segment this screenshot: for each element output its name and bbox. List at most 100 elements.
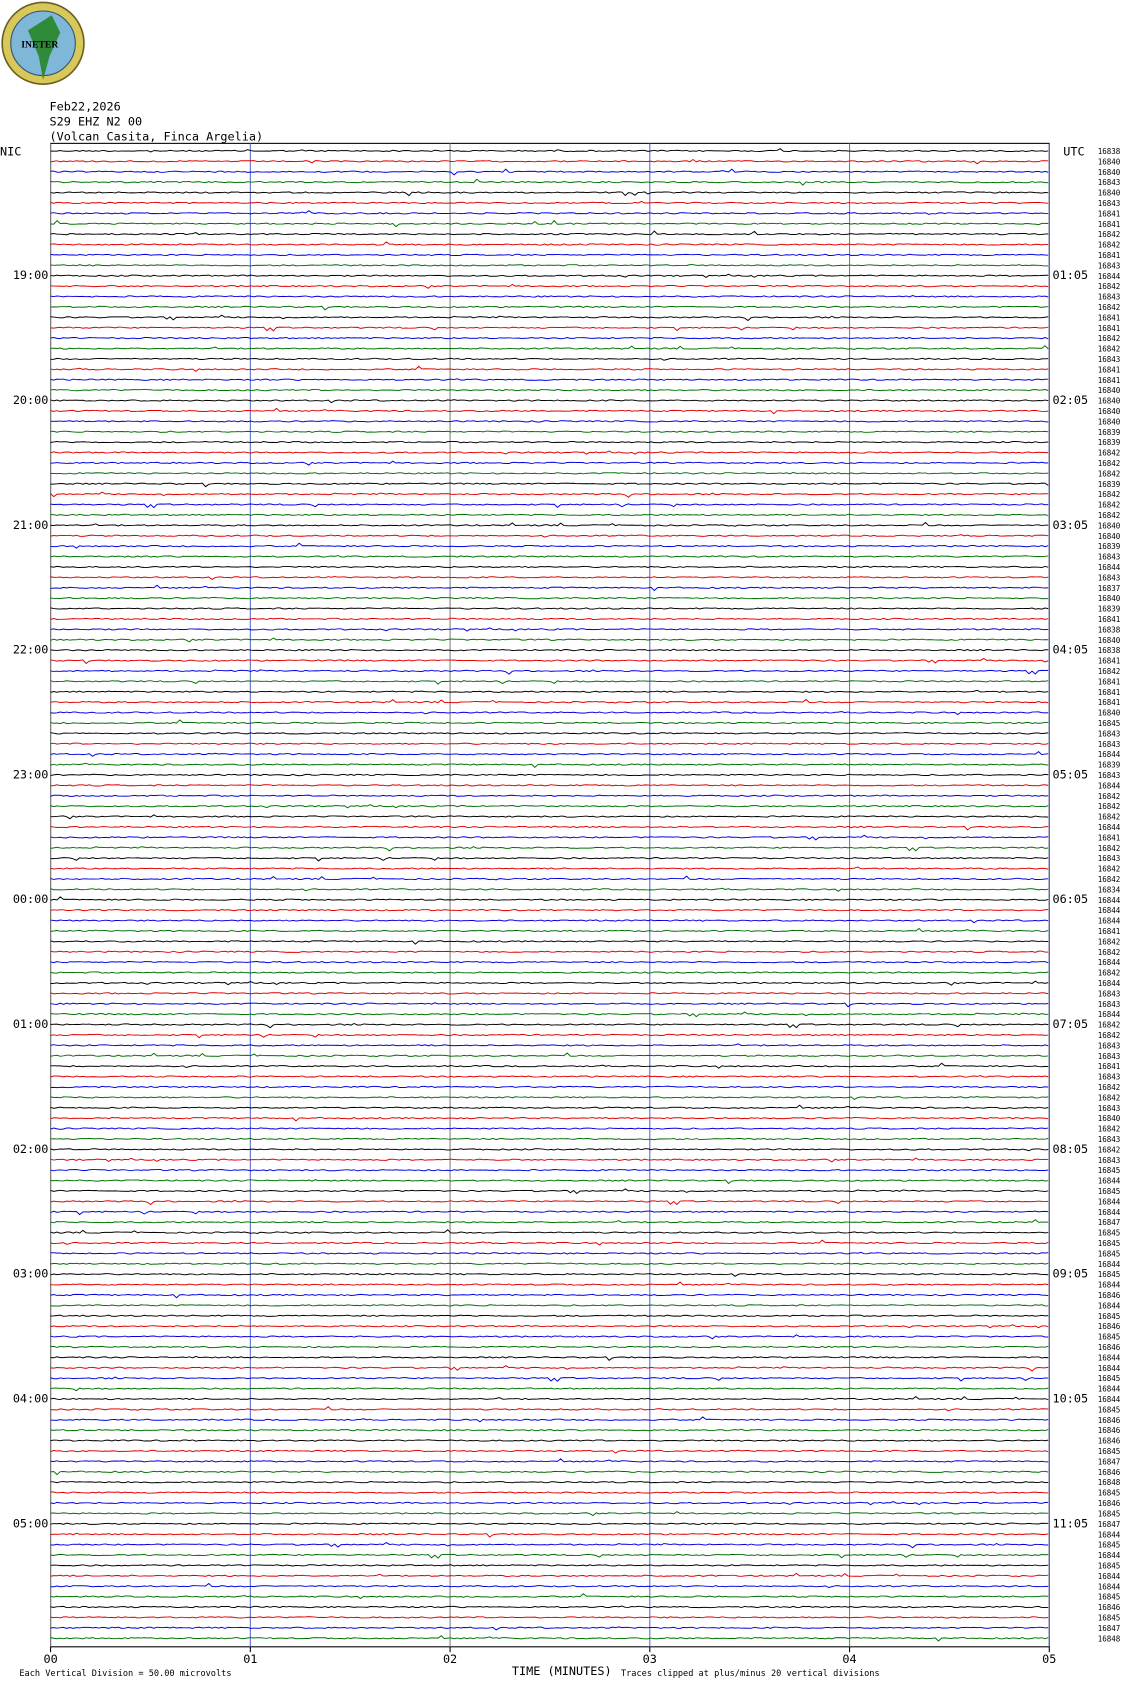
row-value: 16843 <box>1098 1000 1121 1009</box>
row-value: 16842 <box>1098 303 1121 312</box>
trace <box>50 491 1049 498</box>
row-value: 16844 <box>1098 1530 1121 1539</box>
trace <box>50 365 1049 372</box>
row-value: 16843 <box>1098 293 1121 302</box>
trace <box>50 1626 1049 1631</box>
row-value: 16843 <box>1098 1052 1121 1061</box>
row-value: 16844 <box>1098 1177 1121 1186</box>
scale-note: Each Vertical Division = 50.00 microvolt… <box>19 1669 231 1679</box>
row-value: 16845 <box>1098 1509 1121 1518</box>
title-line: Feb22,2026 <box>50 99 121 113</box>
trace <box>50 200 1049 205</box>
row-value: 16842 <box>1098 345 1121 354</box>
trace <box>50 1376 1049 1382</box>
trace <box>50 1616 1049 1619</box>
trace <box>50 1127 1049 1130</box>
trace <box>50 1219 1049 1224</box>
nic-hour-label: 20:00 <box>13 393 49 407</box>
trace <box>50 264 1049 267</box>
row-value: 16846 <box>1098 1468 1121 1477</box>
trace <box>50 710 1049 716</box>
trace <box>50 1229 1049 1234</box>
trace <box>50 648 1049 652</box>
trace <box>50 617 1049 621</box>
trace <box>50 1085 1049 1089</box>
row-value: 16838 <box>1098 625 1121 634</box>
trace <box>50 430 1049 433</box>
trace <box>50 1033 1049 1039</box>
x-tick-label: 05 <box>1042 1652 1056 1666</box>
trace <box>50 1104 1049 1109</box>
row-value: 16845 <box>1098 1249 1121 1258</box>
trace <box>50 689 1049 693</box>
trace <box>50 420 1049 423</box>
trace <box>50 1199 1049 1206</box>
utc-hour-label: 01:05 <box>1053 268 1089 282</box>
row-value: 16840 <box>1098 189 1121 198</box>
trace <box>50 1002 1049 1008</box>
trace <box>50 148 1049 153</box>
row-value: 16841 <box>1098 657 1121 666</box>
row-value: 16839 <box>1098 428 1121 437</box>
nic-hour-label: 21:00 <box>13 518 49 532</box>
trace <box>50 1416 1049 1423</box>
trace <box>50 513 1049 517</box>
trace <box>50 555 1049 558</box>
nic-hour-label: 04:00 <box>13 1391 49 1405</box>
row-value: 16843 <box>1098 261 1121 270</box>
trace <box>50 908 1049 912</box>
trace <box>50 1157 1049 1163</box>
row-value: 16838 <box>1098 646 1121 655</box>
plot-area: 00 01 02 03 04 051683816840168401684316840168… <box>13 142 1121 1666</box>
trace <box>50 1458 1049 1463</box>
row-value: 16840 <box>1098 397 1121 406</box>
trace <box>50 1251 1049 1255</box>
row-value: 16845 <box>1098 1447 1121 1456</box>
row-value: 16840 <box>1098 168 1121 177</box>
trace <box>50 1605 1049 1609</box>
trace <box>50 1281 1049 1286</box>
row-value: 16839 <box>1098 480 1121 489</box>
row-value: 16841 <box>1098 688 1121 697</box>
trace <box>50 887 1049 892</box>
trace <box>50 1481 1049 1484</box>
trace <box>50 1491 1049 1494</box>
row-value: 16848 <box>1098 1478 1121 1487</box>
trace <box>50 210 1049 215</box>
row-value: 16847 <box>1098 1520 1121 1529</box>
row-value: 16842 <box>1098 937 1121 946</box>
trace <box>50 521 1049 527</box>
trace <box>50 273 1049 278</box>
trace <box>50 1239 1049 1246</box>
trace <box>50 1541 1049 1549</box>
trace <box>50 305 1049 311</box>
row-value: 16848 <box>1098 1634 1121 1643</box>
row-value: 16843 <box>1098 989 1121 998</box>
row-value: 16843 <box>1098 854 1121 863</box>
row-value: 16841 <box>1098 324 1121 333</box>
row-value: 16841 <box>1098 313 1121 322</box>
row-value: 16840 <box>1098 532 1121 541</box>
trace <box>50 866 1049 870</box>
trace <box>50 607 1049 610</box>
trace <box>50 784 1049 787</box>
row-value: 16842 <box>1098 813 1121 822</box>
row-value: 16842 <box>1098 948 1121 957</box>
trace <box>50 178 1049 186</box>
trace <box>50 719 1049 725</box>
row-value: 16840 <box>1098 157 1121 166</box>
trace <box>50 950 1049 954</box>
row-value: 16844 <box>1098 1281 1121 1290</box>
row-value: 16844 <box>1098 272 1121 281</box>
trace <box>50 460 1049 466</box>
row-value: 16843 <box>1098 573 1121 582</box>
row-value: 16843 <box>1098 729 1121 738</box>
row-value: 16843 <box>1098 1156 1121 1165</box>
row-value: 16841 <box>1098 209 1121 218</box>
trace <box>50 440 1049 444</box>
title-line: S29 EHZ N2 00 <box>50 114 143 128</box>
row-value: 16846 <box>1098 1603 1121 1612</box>
row-value: 16842 <box>1098 667 1121 676</box>
trace <box>50 1179 1049 1185</box>
row-value: 16844 <box>1098 1395 1121 1404</box>
